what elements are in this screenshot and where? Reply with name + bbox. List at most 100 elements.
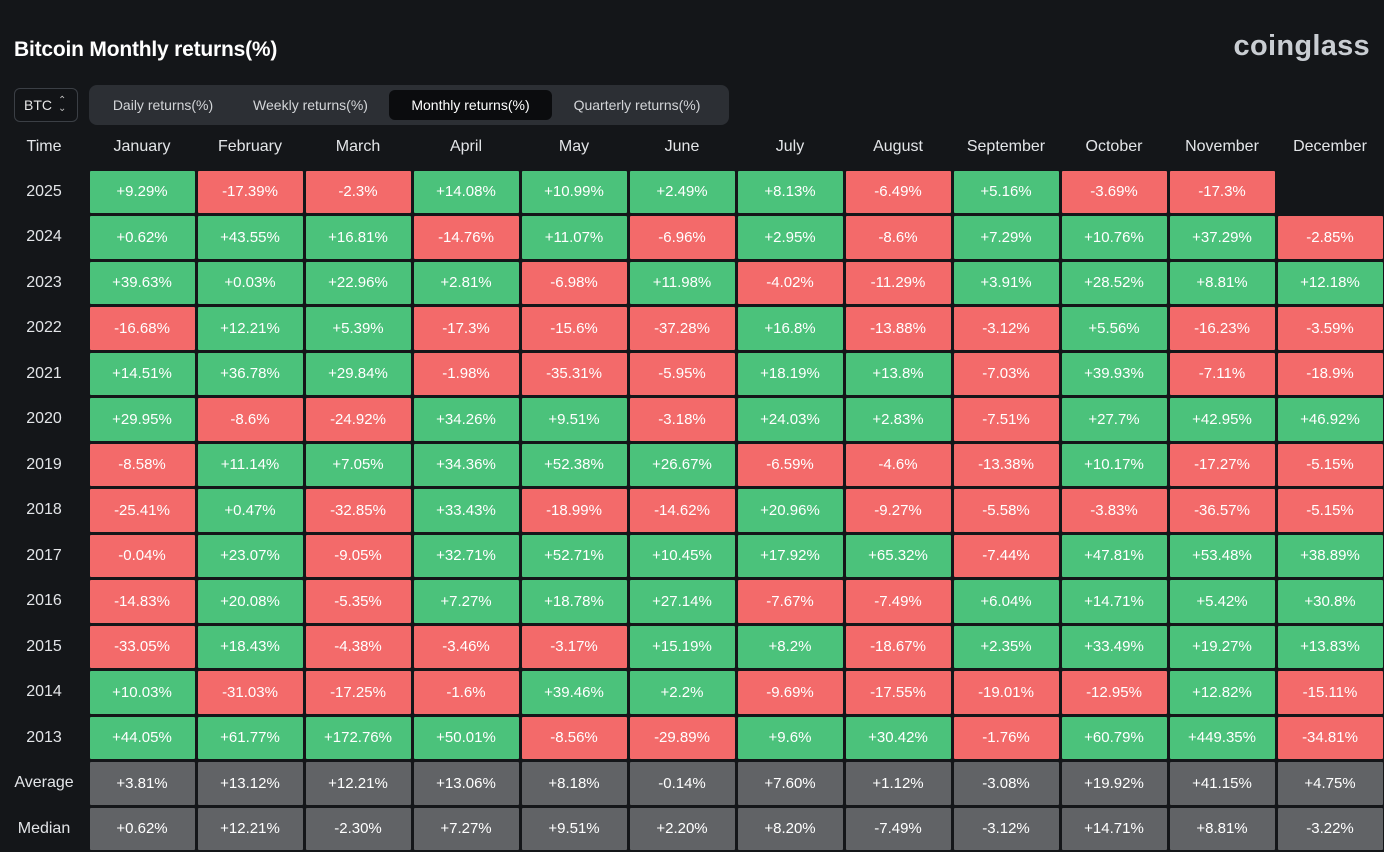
coinglass-logo[interactable]: coinglass <box>1233 30 1370 62</box>
row-label-year: 2022 <box>26 319 62 337</box>
return-cell: +42.95% <box>1169 398 1275 441</box>
return-cell: +7.27% <box>413 580 519 623</box>
return-cell: +16.81% <box>305 216 411 259</box>
return-cell: +39.63% <box>89 261 195 304</box>
stat-cell-average: +7.60% <box>737 762 843 805</box>
return-cell: -3.46% <box>413 625 519 668</box>
return-cell: -4.38% <box>305 625 411 668</box>
stat-cell-average: +3.81% <box>89 762 195 805</box>
column-header-month: July <box>775 138 805 155</box>
return-cell: -7.44% <box>953 534 1059 577</box>
return-cell: -1.6% <box>413 671 519 714</box>
stat-cell-average: +13.06% <box>413 762 519 805</box>
return-cell: +14.71% <box>1061 580 1167 623</box>
column-header-month: September <box>966 138 1046 155</box>
return-cell: +29.84% <box>305 352 411 395</box>
return-cell: +2.2% <box>629 671 735 714</box>
return-cell: +34.26% <box>413 398 519 441</box>
return-cell: +28.52% <box>1061 261 1167 304</box>
return-cell: +29.95% <box>89 398 195 441</box>
tab-monthly-returns[interactable]: Monthly returns(%) <box>389 90 552 120</box>
row-label-year: 2019 <box>26 455 62 473</box>
return-cell: +449.35% <box>1169 716 1275 759</box>
tab-quarterly-returns[interactable]: Quarterly returns(%) <box>573 97 701 113</box>
return-cell: -5.35% <box>305 580 411 623</box>
return-cell: +12.18% <box>1277 261 1383 304</box>
return-cell: +15.19% <box>629 625 735 668</box>
return-cell: +37.29% <box>1169 216 1275 259</box>
return-cell: +30.8% <box>1277 580 1383 623</box>
return-cell: +47.81% <box>1061 534 1167 577</box>
column-header-month: March <box>335 138 381 155</box>
returns-period-tabs: Daily returns(%) Weekly returns(%) Month… <box>89 85 729 125</box>
column-header-month: August <box>873 138 923 155</box>
return-cell: -7.11% <box>1169 352 1275 395</box>
return-cell: -18.67% <box>845 625 951 668</box>
return-cell: -3.59% <box>1277 307 1383 350</box>
return-cell: -14.76% <box>413 216 519 259</box>
row-label-average: Average <box>14 774 74 792</box>
return-cell: +20.96% <box>737 489 843 532</box>
column-header-month: January <box>113 138 171 155</box>
return-cell: +2.35% <box>953 625 1059 668</box>
return-cell: -6.59% <box>737 443 843 486</box>
column-header-month: November <box>1185 138 1259 155</box>
column-header-time: Time <box>26 138 62 155</box>
returns-table: Time January February March April May June July… <box>0 125 1384 852</box>
row-label-year: 2014 <box>26 683 62 701</box>
return-cell: +39.93% <box>1061 352 1167 395</box>
return-cell: +7.29% <box>953 216 1059 259</box>
return-cell: -9.05% <box>305 534 411 577</box>
return-cell: -3.83% <box>1061 489 1167 532</box>
return-cell: +26.67% <box>629 443 735 486</box>
return-cell: +8.2% <box>737 625 843 668</box>
return-cell: -17.3% <box>413 307 519 350</box>
return-cell: -8.56% <box>521 716 627 759</box>
return-cell: -2.3% <box>305 170 411 213</box>
return-cell: -35.31% <box>521 352 627 395</box>
return-cell: -16.23% <box>1169 307 1275 350</box>
return-cell: +5.16% <box>953 170 1059 213</box>
return-cell: -4.02% <box>737 261 843 304</box>
return-cell: +10.76% <box>1061 216 1167 259</box>
return-cell: +23.07% <box>197 534 303 577</box>
column-header-month: June <box>664 138 700 155</box>
return-cell: -17.27% <box>1169 443 1275 486</box>
coin-select[interactable]: BTC ⌃ ⌄ <box>14 88 78 122</box>
return-cell: +61.77% <box>197 716 303 759</box>
return-cell: +18.19% <box>737 352 843 395</box>
row-label-median: Median <box>17 819 71 837</box>
stat-cell-median: +9.51% <box>521 807 627 850</box>
return-cell: -3.18% <box>629 398 735 441</box>
return-cell: -25.41% <box>89 489 195 532</box>
column-header-month: October <box>1085 138 1143 155</box>
stat-cell-average: +1.12% <box>845 762 951 805</box>
stat-cell-median: +14.71% <box>1061 807 1167 850</box>
return-cell: +5.42% <box>1169 580 1275 623</box>
return-cell: -7.03% <box>953 352 1059 395</box>
return-cell: +2.95% <box>737 216 843 259</box>
return-cell: +172.76% <box>305 716 411 759</box>
stat-cell-average: +12.21% <box>305 762 411 805</box>
return-cell: -17.3% <box>1169 170 1275 213</box>
coin-select-value: BTC <box>24 97 52 113</box>
return-cell: +10.45% <box>629 534 735 577</box>
return-cell: +5.56% <box>1061 307 1167 350</box>
return-cell: -32.85% <box>305 489 411 532</box>
return-cell: -9.27% <box>845 489 951 532</box>
return-cell: -7.67% <box>737 580 843 623</box>
return-cell: +36.78% <box>197 352 303 395</box>
row-label-year: 2023 <box>26 273 62 291</box>
tab-daily-returns[interactable]: Daily returns(%) <box>112 97 214 113</box>
return-cell: +17.92% <box>737 534 843 577</box>
return-cell: -8.58% <box>89 443 195 486</box>
return-cell: +8.81% <box>1169 261 1275 304</box>
return-cell: -34.81% <box>1277 716 1383 759</box>
return-cell: -31.03% <box>197 671 303 714</box>
stat-cell-average: +19.92% <box>1061 762 1167 805</box>
tab-weekly-returns[interactable]: Weekly returns(%) <box>253 97 368 113</box>
return-cell: -13.38% <box>953 443 1059 486</box>
row-label-year: 2017 <box>26 546 62 564</box>
return-cell: -0.04% <box>89 534 195 577</box>
